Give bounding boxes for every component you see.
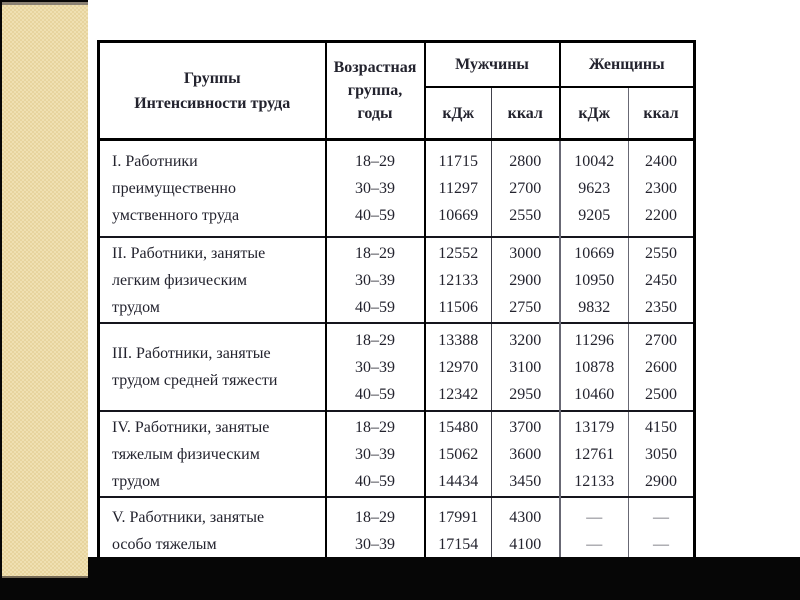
men-kcal-cell: 2800 2700 2550 [491,138,560,237]
group-cell: III. Работники, занятые трудом средней т… [98,322,326,411]
women-kcal-cell: 4150 3050 2900 [627,410,695,497]
women-kcal-cell: 2550 2450 2350 [627,236,695,323]
header-men-kcal: ккал [491,86,560,140]
group-cell: V. Работники, занятые особо тяжелым физи… [98,496,326,557]
header-women-kj: кДж [558,86,629,140]
women-kj-cell: 10042 9623 9205 [558,138,629,237]
table-row: IV. Работники, занятые тяжелым физически… [98,410,695,497]
men-kcal-cell: 3700 3600 3450 [491,410,560,497]
men-kcal-cell: 3200 3100 2950 [491,322,560,411]
table-row: V. Работники, занятые особо тяжелым физи… [98,496,695,557]
group-cell: IV. Работники, занятые тяжелым физически… [98,410,326,497]
men-kj-cell: 13388 12970 12342 [423,322,492,411]
header-men-kj: кДж [423,86,492,140]
age-cell: 18–29 30–39 40–59 [324,410,425,497]
age-cell: 18–29 30–39 40–59 [324,496,425,557]
accent-strip [2,2,88,578]
men-kj-cell: 15480 15062 14434 [423,410,492,497]
women-kj-cell: 11296 10878 10460 [558,322,629,411]
women-kcal-cell: 2400 2300 2200 [627,138,695,237]
women-kcal-cell: 2700 2600 2500 [627,322,695,411]
women-kcal-cell: — — — [627,496,695,557]
group-cell: II. Работники, занятые легким физическим… [98,236,326,323]
table-row: II. Работники, занятые легким физическим… [98,236,695,323]
men-kj-cell: 12552 12133 11506 [423,236,492,323]
age-cell: 18–29 30–39 40–59 [324,322,425,411]
slide-canvas: Группы Интенсивности труда Возрастная гр… [88,0,800,557]
header-group-column: Группы Интенсивности труда [134,69,291,112]
women-kj-cell: — — — [558,496,629,557]
header-women-kcal: ккал [627,86,695,140]
women-kj-cell: 10669 10950 9832 [558,236,629,323]
nutrition-norms-table: Группы Интенсивности труда Возрастная гр… [97,40,697,557]
men-kcal-cell: 4300 4100 3900 [491,496,560,557]
age-cell: 18–29 30–39 40–59 [324,138,425,237]
men-kcal-cell: 3000 2900 2750 [491,236,560,323]
header-women: Женщины [558,41,695,87]
men-kj-cell: 17991 17154 16317 [423,496,492,557]
group-cell: I. Работники преимущественно умственного… [98,138,326,237]
table-row: I. Работники преимущественно умственного… [98,138,695,237]
header-men: Мужчины [423,41,560,87]
table-row: III. Работники, занятые трудом средней т… [98,322,695,411]
women-kj-cell: 13179 12761 12133 [558,410,629,497]
men-kj-cell: 11715 11297 10669 [423,138,492,237]
header-age-column: Возрастная группа, годы [324,41,425,140]
age-cell: 18–29 30–39 40–59 [324,236,425,323]
